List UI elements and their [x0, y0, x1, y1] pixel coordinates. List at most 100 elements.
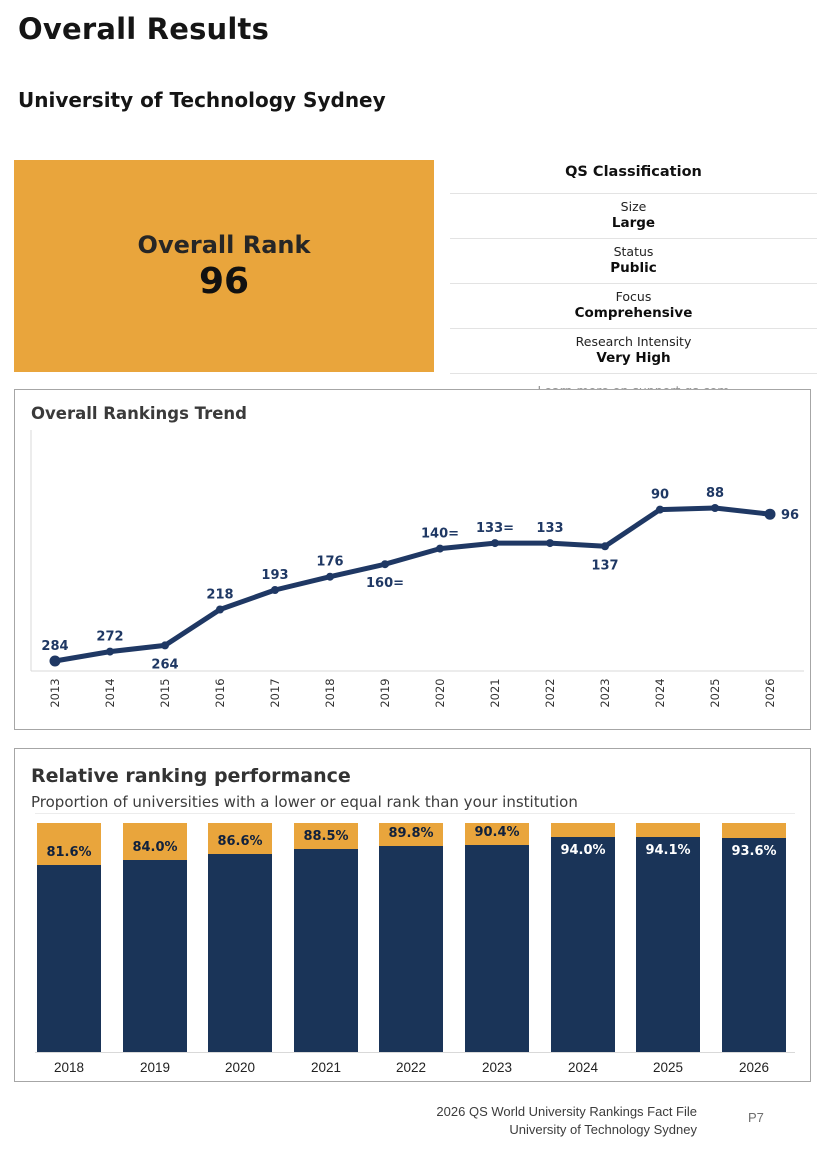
trend-point-label: 88	[706, 486, 724, 501]
bar-value-label: 94.1%	[645, 843, 691, 858]
classification-label: Size	[620, 199, 647, 214]
trend-year-label: 2018	[323, 678, 337, 707]
trend-year-label: 2021	[488, 678, 502, 707]
bar-fill-segment	[294, 849, 358, 1052]
bar-value-label: 90.4%	[474, 825, 520, 840]
bar-value-label: 88.5%	[303, 829, 349, 844]
bar-fill-segment	[465, 845, 529, 1052]
bar-year-label: 2022	[395, 1060, 427, 1075]
rankings-trend-panel: 284 2013 272 2014 264 2015 218 2016 193 2017 176 20…	[14, 389, 811, 730]
relative-ranking-chart: 81.6% 2018 84.0% 2019 86.6% 2020 88.5% 2021 89.8…	[15, 749, 810, 1081]
rankings-trend-chart: 284 2013 272 2014 264 2015 218 2016 193 2017 176 20…	[30, 430, 804, 708]
footer-line2: University of Technology Sydney	[509, 1122, 697, 1137]
footer-line1: 2026 QS World University Rankings Fact F…	[436, 1104, 697, 1119]
bar-year-label: 2024	[567, 1060, 599, 1075]
bar-value-label: 93.6%	[731, 844, 777, 859]
trend-point-label: 264	[151, 657, 178, 672]
qs-classification-panel: QS Classification Size Large Status Public F…	[450, 164, 817, 398]
bar-fill-segment	[37, 865, 101, 1052]
trend-year-label: 2016	[213, 678, 227, 707]
trend-point	[491, 539, 499, 548]
classification-value: Large	[611, 215, 656, 231]
bar-value-label: 84.0%	[132, 840, 178, 855]
overall-rank-card: Overall Rank 96	[14, 160, 434, 372]
classification-label: Research Intensity	[575, 334, 692, 349]
trend-year-label: 2025	[708, 678, 722, 707]
rankings-trend-title: Overall Rankings Trend	[31, 404, 247, 423]
trend-point-label: 218	[206, 588, 233, 603]
bar-fill-segment	[123, 860, 187, 1052]
bar-column	[379, 823, 443, 1052]
trend-line	[52, 505, 773, 664]
bar-column	[551, 823, 615, 1052]
trend-point	[436, 544, 444, 553]
trend-year-label: 2022	[543, 678, 557, 707]
trend-point-label: 140=	[421, 527, 459, 542]
bar-year-label: 2021	[310, 1060, 342, 1075]
bar-column	[37, 823, 101, 1052]
relative-ranking-panel: Relative ranking performance Proportion …	[14, 748, 811, 1082]
bar-value-label: 81.6%	[46, 845, 92, 860]
bar-column	[722, 823, 786, 1052]
bar-value-label: 86.6%	[217, 834, 263, 849]
classification-label: Status	[613, 244, 654, 259]
trend-year-label: 2019	[378, 678, 392, 707]
trend-point	[381, 560, 389, 569]
classification-value: Very High	[596, 350, 671, 366]
trend-point	[49, 655, 61, 667]
bar-year-label: 2025	[652, 1060, 684, 1075]
trend-point-label: 90	[651, 488, 669, 503]
bar-fill-segment	[208, 854, 272, 1052]
bar-year-label: 2020	[224, 1060, 256, 1075]
trend-point-label: 133=	[476, 521, 514, 536]
trend-point	[326, 572, 334, 581]
trend-year-label: 2024	[653, 678, 667, 707]
trend-point-label: 193	[261, 568, 288, 583]
bar-value-label: 94.0%	[560, 843, 606, 858]
trend-year-label: 2017	[268, 678, 282, 707]
bar-column	[465, 823, 529, 1052]
overall-rank-value: 96	[198, 260, 250, 302]
page-title: Overall Results	[18, 12, 270, 46]
trend-year-label: 2020	[433, 678, 447, 707]
classification-row: Research Intensity Very High	[450, 329, 817, 374]
trend-point-label: 272	[96, 630, 123, 645]
bar-column	[208, 823, 272, 1052]
trend-point	[106, 647, 114, 656]
classification-row: Status Public	[450, 239, 817, 284]
bars-x-axis-line	[35, 1052, 795, 1053]
footer: 2026 QS World University Rankings Fact F…	[0, 1103, 697, 1139]
trend-point-label: 133	[536, 521, 563, 536]
classification-label: Focus	[615, 289, 652, 304]
trend-point	[216, 605, 224, 614]
trend-year-label: 2015	[158, 678, 172, 707]
bar-column	[123, 823, 187, 1052]
bar-column	[636, 823, 700, 1052]
trend-point	[711, 504, 719, 512]
trend-year-label: 2023	[598, 678, 612, 707]
bar-year-label: 2019	[139, 1060, 171, 1075]
bars-top-gridline	[35, 813, 795, 814]
bar-fill-segment	[551, 837, 615, 1052]
bar-year-label: 2023	[481, 1060, 513, 1075]
trend-point	[271, 586, 279, 594]
classification-value: Public	[610, 260, 657, 276]
trend-point-label: 96	[781, 508, 799, 523]
trend-point-label: 160=	[366, 576, 404, 591]
trend-point-label: 176	[316, 555, 343, 570]
classification-value: Comprehensive	[574, 305, 693, 321]
bar-fill-segment	[722, 838, 786, 1052]
bar-fill-segment	[379, 846, 443, 1052]
trend-year-label: 2014	[103, 678, 117, 707]
relative-ranking-title: Relative ranking performance	[31, 765, 351, 787]
qs-classification-title: QS Classification	[450, 164, 817, 194]
trend-year-label: 2013	[48, 678, 62, 707]
bar-column	[294, 823, 358, 1052]
bar-value-label: 89.8%	[388, 826, 434, 841]
institution-name: University of Technology Sydney	[18, 88, 386, 112]
relative-ranking-subtitle: Proportion of universities with a lower …	[31, 793, 578, 811]
trend-point-label: 137	[591, 558, 618, 573]
trend-point-label: 284	[41, 639, 68, 654]
trend-point	[656, 505, 664, 514]
trend-year-label: 2026	[763, 678, 777, 707]
